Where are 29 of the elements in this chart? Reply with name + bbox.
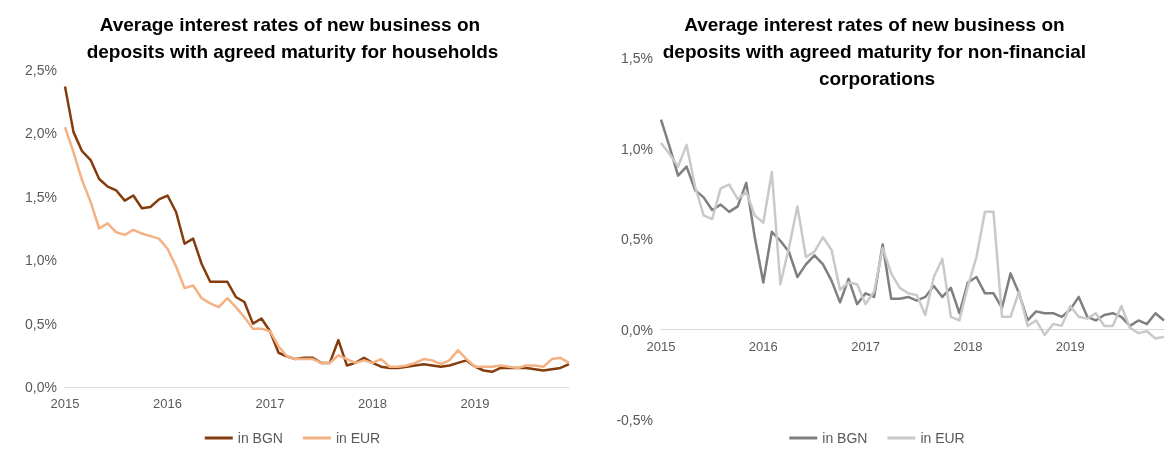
legend-label: in BGN xyxy=(237,430,283,446)
x-tick-label: 2015 xyxy=(50,396,80,411)
y-tick-label: 0,0% xyxy=(621,321,653,338)
legend-label: in EUR xyxy=(920,430,965,446)
legend-label: in BGN xyxy=(822,430,868,446)
y-tick-label: 2,5% xyxy=(25,62,57,78)
y-tick-label: 0,0% xyxy=(25,379,57,395)
x-tick-label: 2018 xyxy=(953,338,983,354)
line-series xyxy=(63,125,571,370)
y-tick-label: 0,5% xyxy=(25,315,57,332)
legend-label: in EUR xyxy=(335,430,381,446)
x-tick-label: 2017 xyxy=(851,338,881,354)
y-tick-label: -0,5% xyxy=(616,412,653,428)
line-series xyxy=(659,141,1166,340)
y-tick-label: 0,5% xyxy=(621,231,653,247)
x-tick-label: 2016 xyxy=(748,338,778,354)
x-tick-label: 2015 xyxy=(646,338,676,354)
x-tick-label: 2019 xyxy=(1055,338,1085,354)
x-tick-label: 2017 xyxy=(255,396,285,411)
y-tick-label: 2,0% xyxy=(25,125,57,142)
x-tick-label: 2016 xyxy=(153,396,182,411)
y-tick-label: 1,5% xyxy=(621,50,653,66)
chart-title: Average interest rates of new business on deposits with agreed maturity for non-financial corporations xyxy=(662,14,1092,89)
x-tick-label: 2018 xyxy=(358,396,387,411)
y-tick-label: 1,0% xyxy=(25,252,57,269)
x-tick-label: 2019 xyxy=(460,396,490,411)
y-tick-label: 1,5% xyxy=(25,188,57,205)
chart-title: Average interest rates of new business on deposits with agreed maturity for households xyxy=(86,14,499,62)
y-tick-label: 1,0% xyxy=(621,140,653,157)
